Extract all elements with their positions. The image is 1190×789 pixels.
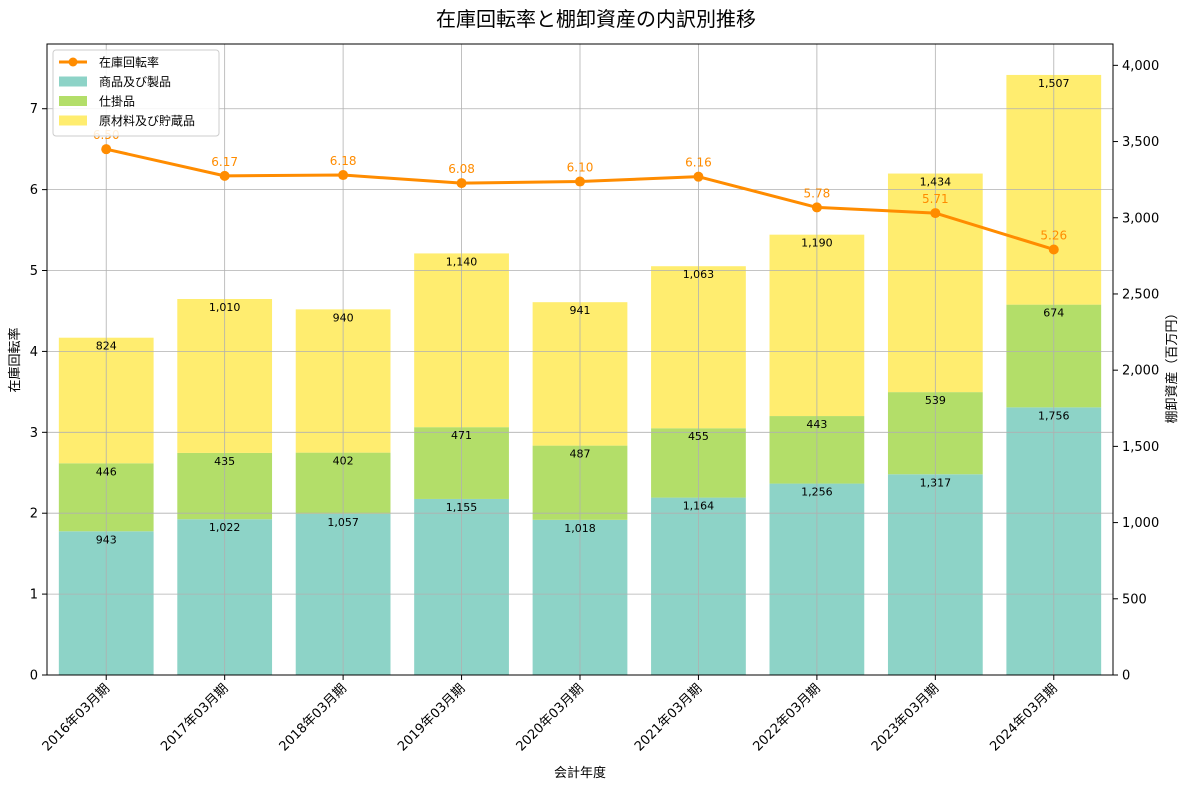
bar-value-label: 943 <box>96 533 117 546</box>
turnover-value-label: 6.16 <box>685 156 712 170</box>
legend-label: 仕掛品 <box>99 94 135 109</box>
bar-value-label: 443 <box>806 418 827 431</box>
chart-title: 在庫回転率と棚卸資産の内訳別推移 <box>436 7 756 31</box>
turnover-value-label: 5.26 <box>1040 228 1067 242</box>
y-right-tick-label: 2,500 <box>1122 287 1159 302</box>
bar-value-label: 1,434 <box>920 176 952 189</box>
bar-value-label: 1,057 <box>327 516 359 529</box>
bar-value-label: 824 <box>96 340 117 353</box>
y-right-tick-label: 0 <box>1122 669 1130 684</box>
x-tick-label: 2018年03月期 <box>277 681 350 754</box>
turnover-point <box>930 208 941 219</box>
turnover-point <box>575 176 585 187</box>
x-tick-label: 2019年03月期 <box>395 681 468 754</box>
x-tick-label: 2016年03月期 <box>40 681 113 754</box>
legend-label: 商品及び製品 <box>99 74 171 89</box>
bar-value-label: 539 <box>925 394 946 407</box>
y-left-tick-label: 7 <box>30 102 38 117</box>
legend-color-swatch <box>59 96 87 106</box>
x-tick-label: 2022年03月期 <box>750 681 823 754</box>
bar-value-label: 1,010 <box>209 301 241 314</box>
legend-color-swatch <box>59 115 87 126</box>
legend-color-swatch <box>59 76 87 87</box>
y-axis-right-label: 棚卸資産（百万円） <box>1164 306 1180 423</box>
turnover-value-label: 6.08 <box>448 162 475 176</box>
bar-value-label: 446 <box>96 465 117 478</box>
bar-value-label: 1,022 <box>209 521 241 534</box>
bar-value-label: 1,317 <box>920 476 952 489</box>
bar-value-label: 1,063 <box>683 268 715 281</box>
bar-value-label: 1,507 <box>1038 77 1070 90</box>
turnover-point <box>101 144 112 155</box>
y-left-tick-label: 4 <box>30 345 38 360</box>
x-tick-label: 2021年03月期 <box>632 681 705 754</box>
y-right-tick-label: 3,500 <box>1122 135 1159 150</box>
x-tick-label: 2023年03月期 <box>869 681 942 754</box>
turnover-point <box>456 178 467 189</box>
bar-value-label: 1,256 <box>801 486 833 499</box>
bar-labels: 943 1,022 1,057 1,155 1,018 1,164 1,256 1,317 1,… <box>96 77 1070 546</box>
y-right-tick-label: 500 <box>1122 592 1147 607</box>
y-left-tick-label: 2 <box>30 507 38 522</box>
y-left-tick-label: 5 <box>30 264 38 279</box>
turnover-line: 6.506.176.186.086.106.165.785.715.26 <box>93 128 1067 255</box>
turnover-point <box>1048 244 1059 255</box>
bar-value-label: 940 <box>333 311 354 324</box>
y-left-tick-label: 1 <box>30 588 38 603</box>
turnover-value-label: 6.18 <box>330 154 357 168</box>
bar-value-label: 1,140 <box>446 255 478 268</box>
turnover-value-label: 6.17 <box>211 155 238 169</box>
y-left-tick-label: 0 <box>30 669 38 684</box>
bar-value-label: 435 <box>214 455 235 468</box>
y-right-tick-label: 1,000 <box>1122 516 1159 531</box>
y-right-tick-label: 2,000 <box>1122 364 1159 379</box>
bar-value-label: 1,018 <box>564 522 596 535</box>
y-right-tick-label: 4,000 <box>1122 59 1159 74</box>
bar-value-label: 471 <box>451 429 472 442</box>
y-left-tick-label: 6 <box>30 183 38 198</box>
bar-value-label: 1,164 <box>683 500 715 513</box>
legend-box <box>52 49 220 137</box>
x-axis-label: 会計年度 <box>554 765 606 781</box>
turnover-value-label: 6.10 <box>567 161 594 175</box>
bar-value-label: 487 <box>570 448 591 461</box>
legend-label: 原材料及び貯蔵品 <box>99 114 195 128</box>
turnover-point <box>219 170 230 181</box>
turnover-point <box>338 170 349 181</box>
x-tick-label: 2017年03月期 <box>158 681 231 754</box>
bar-value-label: 674 <box>1043 307 1064 320</box>
x-tick-label: 2020年03月期 <box>514 681 587 754</box>
x-tick-label: 2024年03月期 <box>987 681 1060 754</box>
turnover-value-label: 5.78 <box>804 186 831 200</box>
bar-value-label: 455 <box>688 430 709 443</box>
legend-marker-swatch <box>68 57 78 67</box>
turnover-point <box>693 171 704 182</box>
y-right-tick-label: 1,500 <box>1122 440 1159 455</box>
bar-value-label: 402 <box>333 455 354 468</box>
bar-value-label: 1,756 <box>1038 409 1070 422</box>
legend-label: 在庫回転率 <box>99 55 159 70</box>
bar-value-label: 1,155 <box>446 501 478 514</box>
y-axis-left-label: 在庫回転率 <box>7 327 23 392</box>
y-right-tick-label: 3,000 <box>1122 211 1159 226</box>
grid-lines <box>47 44 1113 676</box>
bar-value-label: 1,190 <box>801 237 833 250</box>
bar-value-label: 941 <box>570 304 591 317</box>
turnover-value-label: 5.71 <box>922 192 949 206</box>
y-left-tick-label: 3 <box>30 426 38 441</box>
turnover-point <box>811 202 822 213</box>
